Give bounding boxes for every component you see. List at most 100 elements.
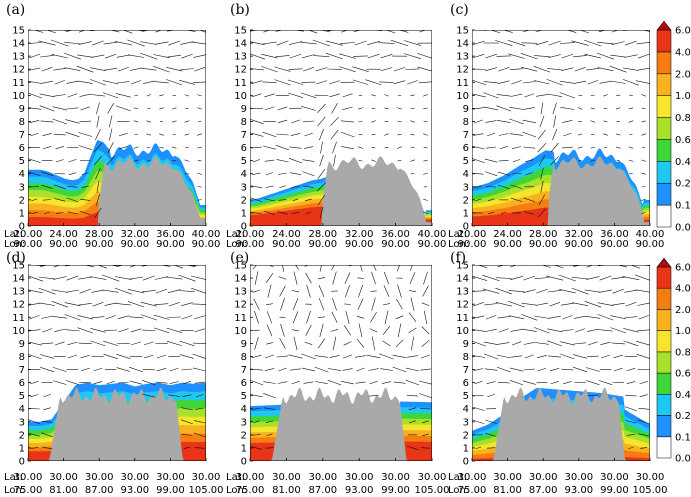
panel-c-wind-vector (534, 55, 550, 57)
panel-e-wind-vector (318, 316, 325, 318)
panel-f-wind-vector (485, 328, 497, 332)
panel-b-wind-vector (329, 93, 340, 98)
panel-e-ytick-label: 12 (234, 300, 247, 311)
panel-f-wind-vector (560, 302, 574, 306)
panel-e-wind-vector (263, 381, 276, 384)
panel-a-wind-vector (109, 128, 113, 141)
panel-c-wind-vector (511, 146, 522, 149)
panel-b-wind-vector (365, 79, 382, 86)
panel-e-wind-vector (250, 379, 264, 386)
panel-f-terrain (472, 387, 650, 461)
panel-f-wind-vector (534, 342, 549, 345)
panel-e-wind-vector (266, 433, 273, 437)
panel-f-wind-vector (611, 342, 625, 345)
panel-f-wind-vector (637, 329, 650, 332)
colorbar-top-label: 0.1 (675, 201, 691, 212)
panel-e-wind-vector (344, 303, 351, 305)
panel-f-wind-vector (496, 366, 511, 373)
panel-e-wind-vector (303, 381, 314, 384)
panel-b-wind-vector (300, 92, 317, 99)
panel-e-lat-tick: 30.00 (272, 472, 301, 483)
panel-c-wind-vector (537, 129, 546, 140)
panel-d-wind-vector (181, 368, 193, 371)
panel-b-wind-vector (354, 40, 367, 46)
panel-a-wind-vector (53, 133, 66, 136)
panel-e-wind-vector (397, 323, 402, 338)
panel-c-wind-vector (611, 41, 625, 45)
panel-e-wind-vector (396, 298, 403, 310)
panel-d-wind-vector (79, 288, 91, 294)
panel-c-wind-vector (552, 128, 558, 141)
panel-e-ytick-label: 6 (241, 378, 247, 389)
panel-d-wind-vector (91, 289, 105, 293)
panel-b-wind-vector (358, 107, 363, 110)
panel-e-wind-vector (343, 341, 352, 346)
panel-e-ytick-label: 0 (241, 457, 247, 468)
panel-b-ytick-label: 0 (241, 222, 247, 233)
panel-e-wind-vector (418, 380, 432, 385)
panel-c-wind-vector (487, 198, 495, 202)
panel-c-wind-vector (590, 120, 596, 123)
panel-f-wind-vector (574, 315, 587, 319)
panel-d-wind-vector (42, 328, 53, 333)
panel-c-wind-vector (628, 120, 634, 123)
panel-a-wind-vector (166, 30, 177, 32)
panel-c-wind-vector (624, 54, 638, 58)
panel-d-wind-vector (53, 276, 67, 280)
panel-b-wind-vector (277, 106, 288, 111)
panel-c-wind-vector (511, 80, 522, 85)
panel-e-lon-tick: 81.00 (272, 485, 301, 496)
panel-e-wind-vector (383, 271, 390, 285)
panel-e-wind-vector (252, 434, 261, 436)
panel-e-ytick-label: 11 (234, 313, 247, 324)
panel-b-wind-vector (252, 159, 261, 163)
panel-d-lon-tick: 99.00 (156, 485, 185, 496)
panel-b-wind-vector (419, 30, 427, 33)
panel-e-wind-vector (305, 272, 312, 284)
panel-d-wind-vector (168, 302, 180, 307)
panel-b-wind-vector (341, 30, 349, 33)
panel-d-lat-tick: 30.00 (49, 472, 78, 483)
panel-b-lat-tick: 40.00 (418, 229, 447, 240)
panel-e-wind-vector (420, 354, 431, 359)
panel-b-wind-vector (371, 133, 376, 136)
panel-a-wind-vector (166, 67, 183, 72)
panel-c-wind-vector (498, 80, 510, 84)
panel-a-wind-vector (133, 159, 139, 162)
panel-f-ytick-label: 1 (463, 443, 469, 454)
panel-e-wind-vector (295, 265, 300, 270)
panel-b-wind-vector (275, 30, 285, 32)
panel-b-wind-vector (263, 145, 276, 150)
panel-b-wind-vector (384, 107, 389, 110)
panel-f-wind-vector (641, 265, 650, 267)
panel-a-wind-vector (53, 94, 66, 97)
panel-e-wind-vector (254, 271, 259, 285)
panel-f-wind-vector (534, 327, 550, 334)
panel-d-wind-vector (41, 421, 53, 423)
panel-b-ytick-label: 6 (241, 143, 247, 154)
panel-e-ytick-label: 10 (234, 326, 247, 337)
panel-c-wind-vector (539, 115, 545, 128)
panel-f-wind-vector (508, 290, 525, 293)
panel-b-wind-vector (405, 68, 420, 70)
panel-d-wind-vector (193, 342, 206, 344)
panel-f-wind-vector (611, 302, 625, 306)
panel-b-ytick-label: 14 (234, 39, 247, 50)
panel-d-lon-prefix: Lon: (4, 485, 25, 496)
panel-d-wind-vector (116, 367, 131, 372)
panel-a-wind-vector (54, 198, 66, 202)
panel-b-wind-vector (325, 40, 344, 46)
panel-d-ytick-label: 6 (19, 378, 25, 389)
panel-d-wind-vector (64, 314, 81, 321)
panel-c-wind-vector (522, 131, 537, 138)
panel-c-wind-vector (561, 147, 573, 149)
panel-e-wind-vector (314, 366, 329, 373)
colorbar-bottom-segment (656, 372, 672, 395)
panel-c-wind-vector (548, 54, 561, 58)
panel-a-wind-vector (55, 146, 65, 150)
panel-d-wind-vector (116, 265, 125, 267)
panel-f-wind-vector (523, 275, 536, 281)
panel-b-wind-vector (275, 55, 290, 58)
panel-c-label: (c) (450, 2, 469, 18)
